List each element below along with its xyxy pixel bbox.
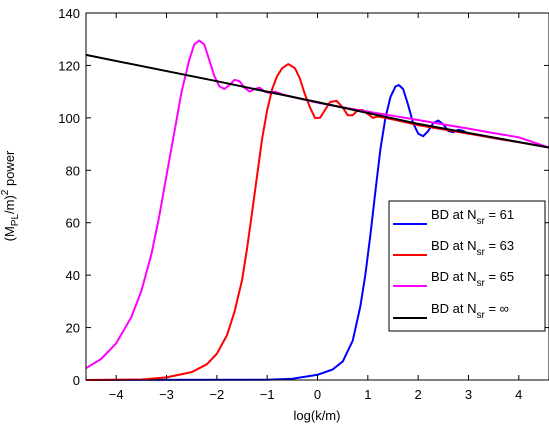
x-tick-label: −1 <box>260 387 275 402</box>
y-tick-label: 120 <box>58 58 80 73</box>
series-line-1 <box>85 63 549 381</box>
legend: BD at Nsr = 61 BD at Nsr = 63 BD at Nsr … <box>388 200 546 332</box>
y-label-prefix: (M <box>2 226 17 241</box>
x-tick-label: −3 <box>159 387 174 402</box>
y-label-sup: 2 <box>0 189 11 195</box>
legend-item: BD at Nsr = ∞ <box>393 301 509 321</box>
x-tick-label: 4 <box>515 387 522 402</box>
x-tick-label: 2 <box>415 387 422 402</box>
x-tick-label: 0 <box>314 387 321 402</box>
x-tick-label: −2 <box>209 387 224 402</box>
series-line-0 <box>85 84 549 381</box>
legend-label-61: BD at Nsr = 61 <box>431 207 514 227</box>
y-tick-label: 0 <box>73 373 80 388</box>
legend-label-65: BD at Nsr = 65 <box>431 269 514 289</box>
y-tick-label: 100 <box>58 111 80 126</box>
y-label-sub: PL <box>10 214 21 227</box>
legend-item: BD at Nsr = 61 <box>393 207 514 227</box>
y-tick-label: 140 <box>58 6 80 21</box>
y-tick-label: 60 <box>66 216 80 231</box>
legend-item: BD at Nsr = 65 <box>393 269 514 289</box>
legend-box <box>388 200 546 332</box>
series-line-2 <box>85 39 549 370</box>
legend-label-63: BD at Nsr = 63 <box>431 238 514 258</box>
x-axis-label: log(k/m) <box>294 408 341 423</box>
y-label-suffix: power <box>2 150 17 190</box>
y-axis-label: (MPL/m)2 power <box>0 150 21 241</box>
x-tick-label: 3 <box>465 387 472 402</box>
series-layer <box>85 39 549 381</box>
y-tick-label: 40 <box>66 268 80 283</box>
y-tick-label: 80 <box>66 163 80 178</box>
x-tick-label: −4 <box>109 387 124 402</box>
x-tick-label: 1 <box>364 387 371 402</box>
y-tick-label: 20 <box>66 321 80 336</box>
series-line-3 <box>85 53 549 149</box>
legend-label-inf: BD at Nsr = ∞ <box>431 301 509 321</box>
legend-item: BD at Nsr = 63 <box>393 238 514 258</box>
y-label-mid: /m) <box>2 195 17 214</box>
